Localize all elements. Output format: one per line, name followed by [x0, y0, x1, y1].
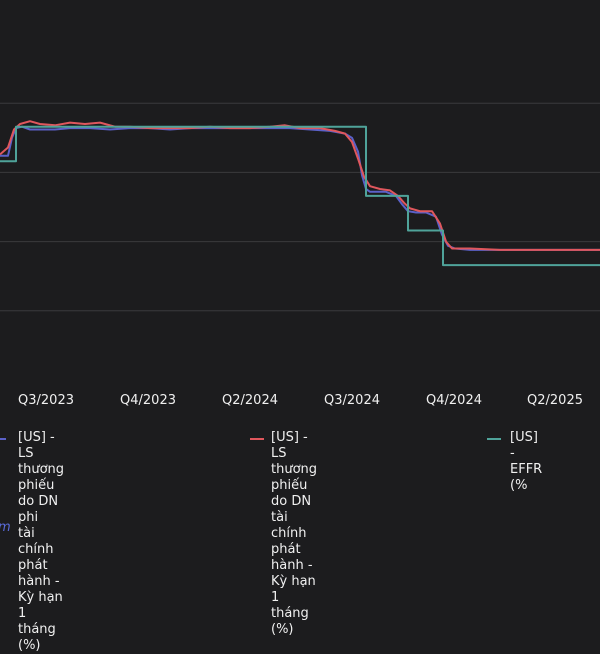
- gridlines: [0, 102, 600, 312]
- legend-swatch-financial-cp: [250, 438, 264, 440]
- x-tick-label: Q4/2024: [426, 393, 482, 408]
- x-tick-label: Q2/2025: [527, 393, 583, 408]
- x-tick-label: Q3/2024: [324, 393, 380, 408]
- series-line-0: [0, 125, 600, 251]
- legend: [US] - LS thương phiếu do DN phi tài chí…: [0, 430, 600, 653]
- x-tick-label: Q2/2024: [222, 393, 278, 408]
- x-tick-label: Q3/2023: [18, 393, 74, 408]
- line-chart: Q3/2023 Q4/2023 Q2/2024 Q3/2024 Q4/2024 Q2/20…: [0, 102, 600, 408]
- x-tick-label: Q4/2023: [120, 393, 176, 408]
- legend-swatch-nonfinancial-cp: [0, 438, 6, 440]
- legend-swatch-effr: [487, 438, 501, 440]
- series-line-1: [0, 120, 600, 251]
- source-note: m: [0, 520, 11, 535]
- legend-label-effr: [US] - EFFR (%: [510, 430, 543, 493]
- series-line-2: [0, 125, 600, 267]
- legend-label-financial-cp: [US] - LS thương phiếu do DN tài chính p…: [271, 430, 318, 637]
- legend-label-nonfinancial-cp: [US] - LS thương phiếu do DN phi tài chí…: [18, 430, 65, 653]
- series-lines: [0, 120, 600, 267]
- x-axis-tick-labels: Q3/2023 Q4/2023 Q2/2024 Q3/2024 Q4/2024 Q2/20…: [18, 393, 583, 408]
